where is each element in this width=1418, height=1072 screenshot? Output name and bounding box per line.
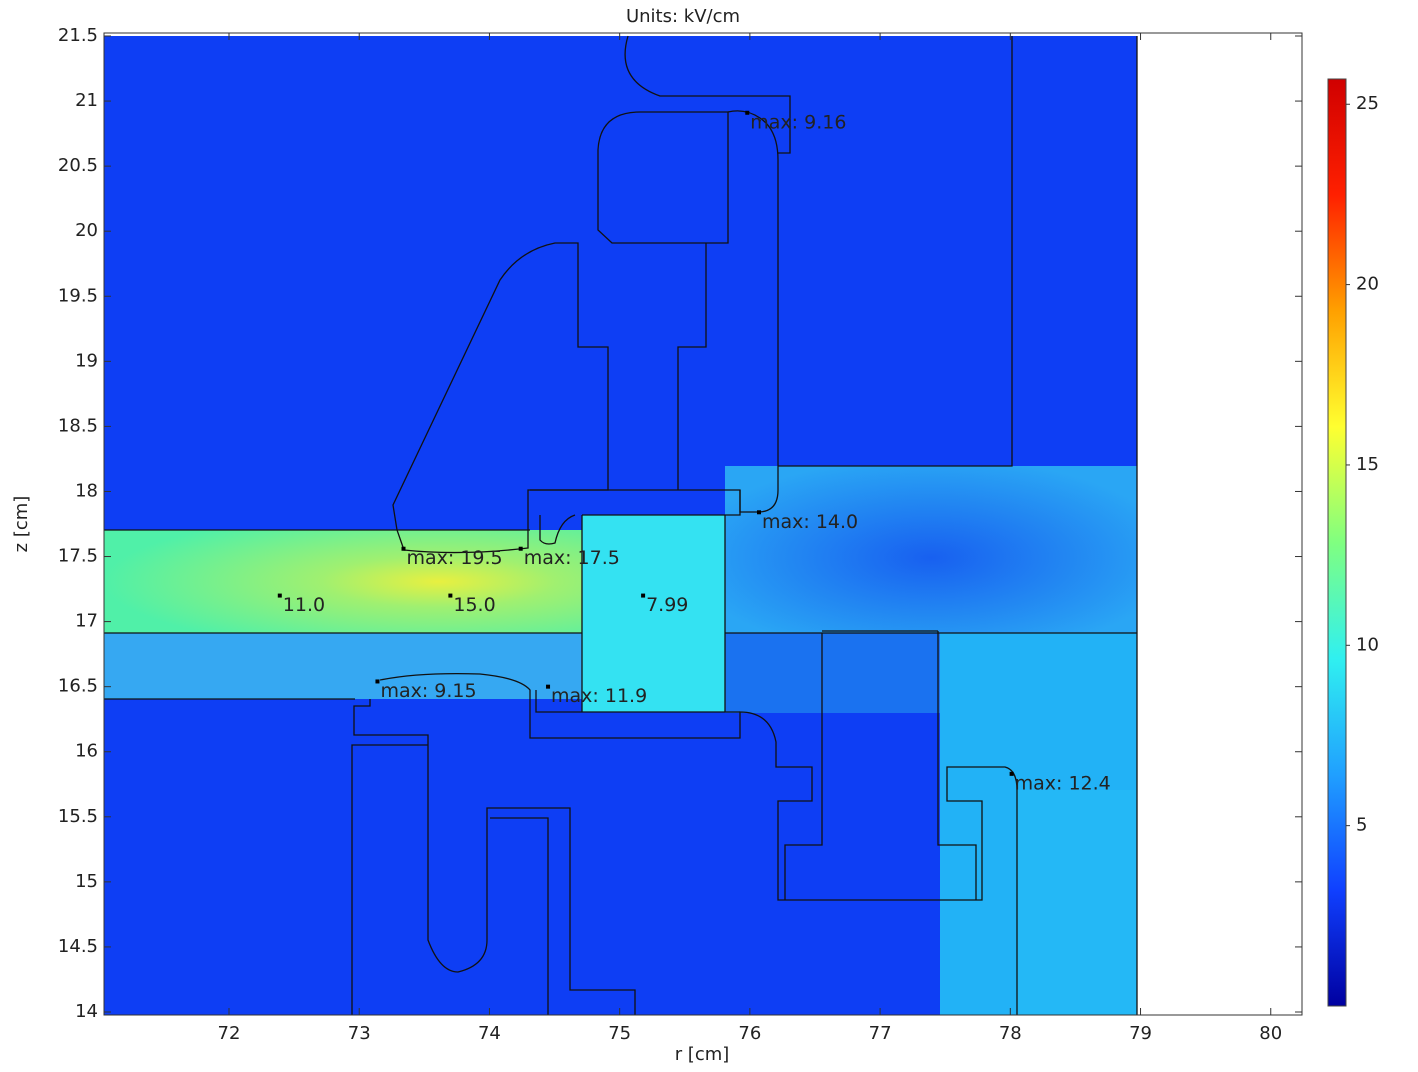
annotation-point [375, 679, 380, 684]
x-tick-label: 74 [478, 1023, 501, 1044]
outline [351, 699, 636, 1015]
annotation-label: max: 19.5 [407, 547, 503, 569]
x-tick-label: 77 [869, 1023, 892, 1044]
y-tick-label: 15 [75, 871, 98, 892]
field-region [104, 633, 582, 699]
x-tick-label: 76 [738, 1023, 761, 1044]
y-tick-label: 18 [75, 480, 98, 501]
annotation-point [546, 684, 551, 689]
x-tick-label: 79 [1129, 1023, 1152, 1044]
x-tick-label: 72 [218, 1023, 241, 1044]
annotation-label: max: 17.5 [524, 547, 620, 569]
annotation-label: max: 14.0 [762, 511, 858, 533]
y-tick-label: 19.5 [58, 285, 98, 306]
colorbar [1327, 78, 1347, 1007]
x-axis-label: r [cm] [675, 1044, 730, 1065]
annotation-label: max: 9.16 [750, 111, 846, 133]
y-tick-label: 14 [75, 1001, 98, 1022]
field-region [725, 633, 940, 713]
field-region [104, 530, 582, 633]
colorbar-tick-label: 15 [1356, 454, 1379, 475]
y-tick-label: 20.5 [58, 155, 98, 176]
outline [392, 242, 609, 554]
outline [597, 111, 729, 244]
y-tick-label: 20 [75, 220, 98, 241]
colorbar-tick-label: 25 [1356, 93, 1379, 114]
annotation-point [518, 546, 523, 551]
y-tick-label: 17 [75, 611, 98, 632]
outline [535, 630, 977, 900]
colorbar-tick-label: 10 [1356, 634, 1379, 655]
annotation-point [277, 593, 282, 598]
annotation-point [756, 510, 761, 515]
annotation-label: max: 11.9 [551, 685, 647, 707]
y-tick-label: 16 [75, 741, 98, 762]
y-tick-label: 21.5 [58, 25, 98, 46]
y-tick-label: 14.5 [58, 936, 98, 957]
x-tick-label: 78 [999, 1023, 1022, 1044]
y-tick-label: 18.5 [58, 415, 98, 436]
outline [778, 36, 1138, 1015]
annotation-label: 11.0 [283, 594, 325, 616]
annotation-label: 7.99 [646, 594, 688, 616]
y-tick-label: 16.5 [58, 676, 98, 697]
x-tick-label: 80 [1259, 1023, 1282, 1044]
annotation-point [448, 593, 453, 598]
x-tick-label: 73 [348, 1023, 371, 1044]
annotation-point [745, 110, 750, 115]
y-axis-label: z [cm] [11, 496, 32, 553]
annotation-label: 15.0 [453, 594, 495, 616]
field-region [725, 466, 1137, 633]
outline [624, 35, 791, 154]
annotation-point [401, 546, 406, 551]
y-tick-label: 21 [75, 90, 98, 111]
annotation-label: max: 12.4 [1015, 772, 1111, 794]
y-tick-label: 15.5 [58, 806, 98, 827]
outline [104, 529, 1137, 700]
field-region [582, 515, 725, 712]
y-tick-label: 19 [75, 350, 98, 371]
outline [397, 243, 741, 545]
y-tick-label: 17.5 [58, 546, 98, 567]
annotation-label: max: 9.15 [380, 680, 476, 702]
annotation-point [641, 593, 646, 598]
x-tick-label: 75 [608, 1023, 631, 1044]
plot-frame [103, 32, 1303, 1016]
colorbar-tick-label: 5 [1356, 815, 1367, 836]
field-region [1017, 790, 1137, 1015]
outline [379, 672, 1018, 1015]
outline [581, 515, 726, 712]
colorbar-tick-label: 20 [1356, 274, 1379, 295]
field [104, 36, 1137, 1015]
annotation-point [1009, 771, 1014, 776]
chart-title: Units: kV/cm [626, 6, 740, 27]
